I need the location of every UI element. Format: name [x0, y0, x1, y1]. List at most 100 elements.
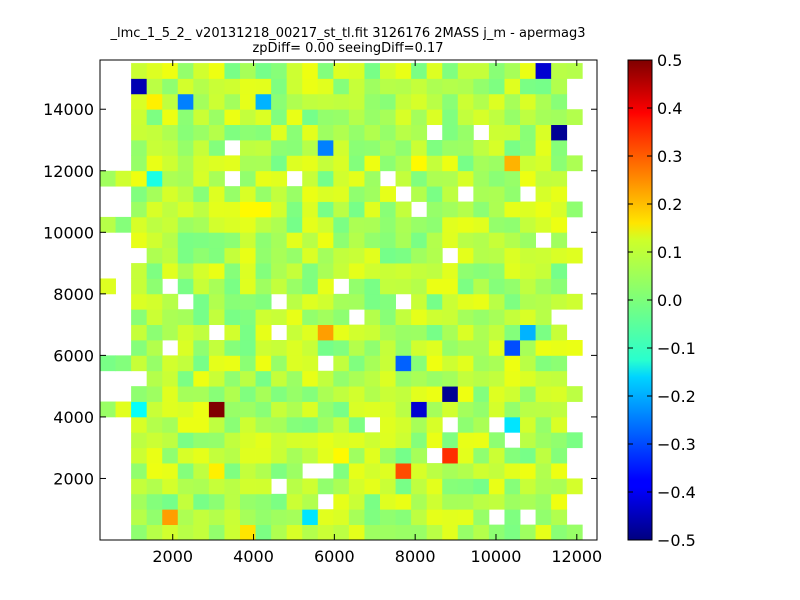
heatmap-cell: [193, 493, 210, 510]
heatmap-cell: [473, 140, 490, 156]
heatmap-cell: [380, 63, 396, 79]
heatmap-cell: [333, 370, 350, 387]
heatmap-cell: [317, 186, 334, 202]
heatmap-cell: [364, 216, 381, 233]
heatmap-cell: [364, 155, 381, 172]
heatmap-cell: [255, 201, 272, 218]
heatmap-cell: [411, 401, 428, 418]
heatmap-cell: [488, 232, 505, 249]
heatmap-cell: [520, 155, 536, 172]
heatmap-cell: [317, 478, 334, 495]
heatmap-cell: [457, 309, 474, 326]
heatmap-cell: [255, 309, 272, 326]
heatmap-cell: [255, 509, 272, 526]
heatmap-cell: [333, 124, 350, 141]
heatmap-cell: [426, 493, 443, 510]
heatmap-cell: [457, 140, 474, 156]
heatmap-cell: [131, 524, 148, 541]
heatmap-cell: [208, 124, 225, 141]
heatmap-cell: [131, 263, 148, 279]
heatmap-cell: [411, 309, 428, 326]
heatmap-cell: [535, 93, 552, 110]
heatmap-cell: [240, 509, 256, 526]
colorbar-tick-label: 0.5: [657, 51, 682, 70]
heatmap-cell: [473, 416, 490, 433]
y-tick-label: 12000: [43, 162, 94, 181]
heatmap-cell: [146, 493, 163, 510]
heatmap-cell: [395, 63, 412, 79]
heatmap-cell: [457, 232, 474, 249]
heatmap-cell: [380, 447, 396, 464]
heatmap-cell: [240, 232, 256, 249]
heatmap-cell: [348, 478, 365, 495]
heatmap-cell: [302, 493, 319, 510]
heatmap-cell: [411, 463, 428, 479]
heatmap-cell: [380, 524, 396, 541]
heatmap-cell: [286, 247, 303, 264]
heatmap-cell: [240, 63, 256, 79]
heatmap-cell: [380, 463, 396, 479]
heatmap-cell: [411, 155, 428, 172]
heatmap-cell: [302, 109, 319, 126]
heatmap-cell: [364, 263, 381, 279]
heatmap-cell: [177, 232, 194, 249]
heatmap-cell: [255, 140, 272, 156]
heatmap-cell: [208, 278, 225, 295]
heatmap-cell: [535, 524, 552, 541]
heatmap-cell: [240, 78, 256, 95]
heatmap-cell: [193, 309, 210, 326]
heatmap-cell: [131, 386, 148, 402]
heatmap-cell: [224, 309, 241, 326]
heatmap-cell: [364, 509, 381, 526]
heatmap-cell: [488, 78, 505, 95]
heatmap-cell: [240, 401, 256, 418]
heatmap-cell: [286, 509, 303, 526]
heatmap-cell: [504, 186, 521, 202]
heatmap-cell: [208, 201, 225, 218]
heatmap-cell: [395, 524, 412, 541]
heatmap-cell: [177, 401, 194, 418]
heatmap-cell: [162, 386, 179, 402]
heatmap-cell: [255, 124, 272, 141]
heatmap-cell: [395, 247, 412, 264]
heatmap-cell: [224, 524, 241, 541]
heatmap-cell: [255, 324, 272, 341]
heatmap-cell: [162, 447, 179, 464]
heatmap-cell: [333, 355, 350, 372]
heatmap-cell: [426, 263, 443, 279]
heatmap-cell: [364, 201, 381, 218]
heatmap-cell: [224, 216, 241, 233]
heatmap-cell: [317, 293, 334, 310]
heatmap-cell: [457, 155, 474, 172]
heatmap-cell: [286, 340, 303, 356]
heatmap-cell: [224, 355, 241, 372]
heatmap-cell: [162, 355, 179, 372]
heatmap-cell: [442, 232, 459, 249]
heatmap-cell: [193, 416, 210, 433]
y-tick-label: 10000: [43, 223, 94, 242]
heatmap-cell: [395, 155, 412, 172]
heatmap-cell: [240, 216, 256, 233]
heatmap-cell: [457, 432, 474, 449]
y-tick-label: 8000: [53, 285, 94, 304]
heatmap-cell: [333, 247, 350, 264]
heatmap-cell: [131, 401, 148, 418]
heatmap-cell: [317, 124, 334, 141]
heatmap-cell: [131, 509, 148, 526]
heatmap-cell: [473, 340, 490, 356]
heatmap-cell: [442, 463, 459, 479]
heatmap-cell: [348, 247, 365, 264]
heatmap-cell: [255, 386, 272, 402]
heatmap-cell: [504, 278, 521, 295]
heatmap-cell: [473, 155, 490, 172]
heatmap-cell: [146, 509, 163, 526]
heatmap-cell: [162, 293, 179, 310]
heatmap-cell: [551, 509, 568, 526]
heatmap-cell: [411, 478, 428, 495]
heatmap-cell: [193, 216, 210, 233]
heatmap-cell: [380, 370, 396, 387]
heatmap-cell: [193, 324, 210, 341]
heatmap-cell: [286, 401, 303, 418]
heatmap-cell: [348, 386, 365, 402]
heatmap-cell: [442, 170, 459, 187]
